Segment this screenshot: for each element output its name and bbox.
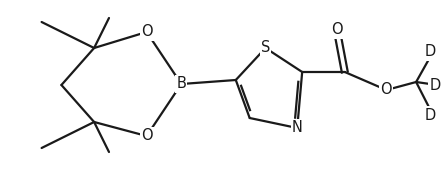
Text: D: D	[430, 78, 441, 92]
Text: O: O	[381, 82, 392, 98]
Text: S: S	[261, 41, 270, 55]
Text: D: D	[424, 107, 436, 123]
Text: D: D	[424, 44, 436, 59]
Text: O: O	[331, 22, 343, 38]
Text: O: O	[141, 128, 153, 143]
Text: B: B	[176, 77, 186, 91]
Text: N: N	[292, 120, 303, 136]
Text: O: O	[141, 25, 153, 40]
